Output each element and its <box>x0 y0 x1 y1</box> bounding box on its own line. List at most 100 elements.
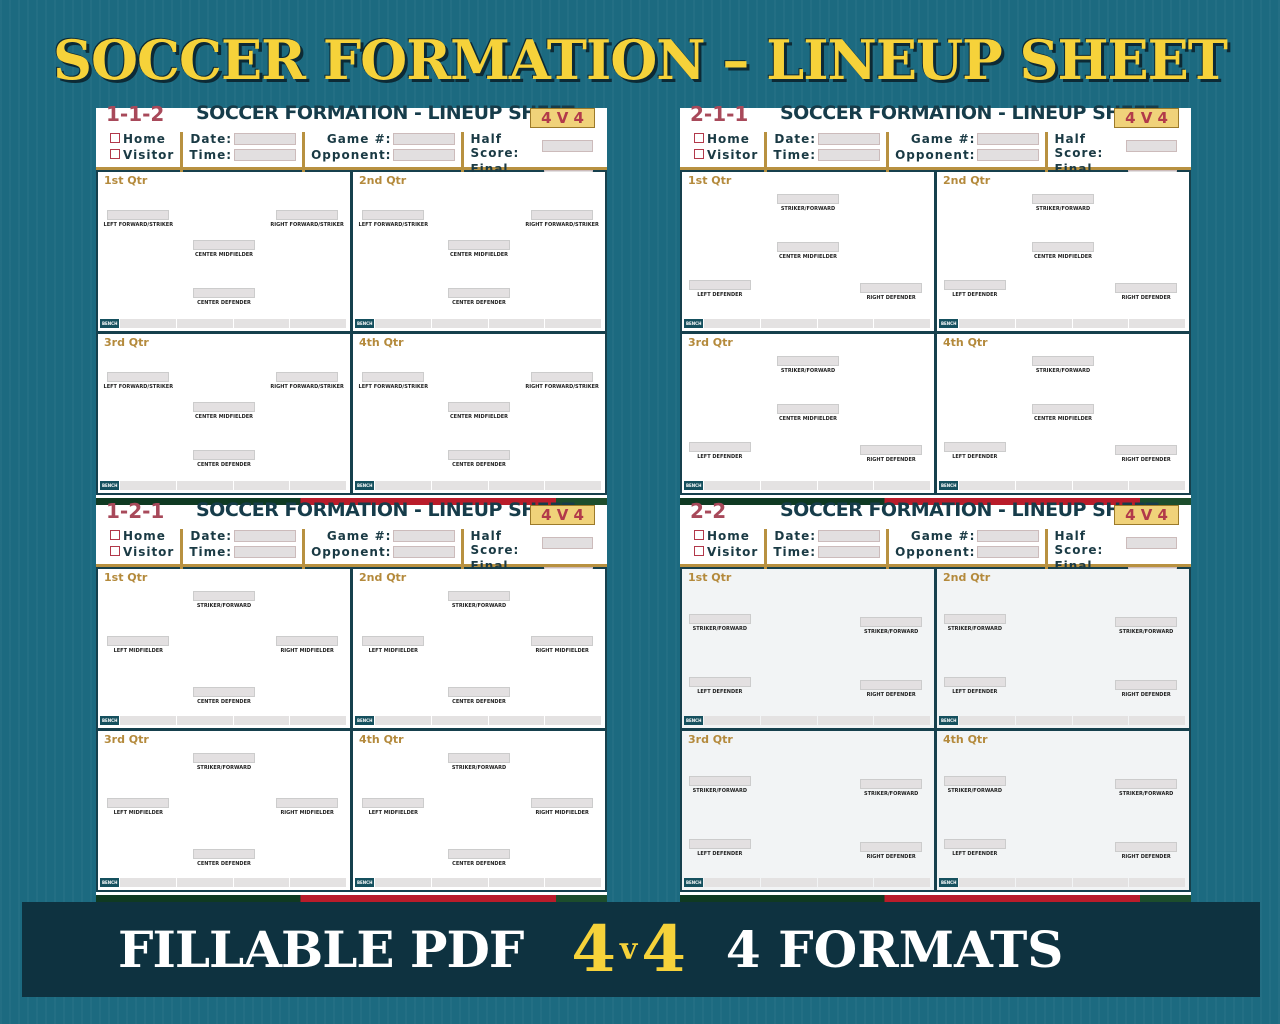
bench-field[interactable] <box>817 319 874 328</box>
bench-field[interactable] <box>488 878 545 887</box>
player-name-field[interactable] <box>860 616 923 627</box>
bench-field[interactable] <box>761 481 817 490</box>
player-name-field[interactable] <box>448 848 510 859</box>
bench-field[interactable] <box>874 716 930 725</box>
time-field[interactable] <box>234 149 297 161</box>
half-score-field[interactable] <box>542 537 593 549</box>
player-name-field[interactable] <box>448 753 510 764</box>
visitor-checkbox[interactable] <box>110 546 120 556</box>
bench-field[interactable] <box>1072 319 1129 328</box>
player-name-field[interactable] <box>943 677 1006 688</box>
player-name-field[interactable] <box>193 686 255 697</box>
player-name-field[interactable] <box>777 241 839 252</box>
bench-field[interactable] <box>1072 716 1129 725</box>
player-name-field[interactable] <box>943 839 1006 850</box>
player-name-field[interactable] <box>107 210 170 221</box>
bench-field[interactable] <box>545 878 601 887</box>
bench-field[interactable] <box>817 878 874 887</box>
bench-field[interactable] <box>1072 878 1129 887</box>
home-checkbox[interactable] <box>694 133 704 143</box>
bench-field[interactable] <box>233 319 290 328</box>
bench-field[interactable] <box>432 319 488 328</box>
bench-field[interactable] <box>761 716 817 725</box>
bench-field[interactable] <box>704 319 761 328</box>
player-name-field[interactable] <box>448 240 510 251</box>
player-name-field[interactable] <box>362 210 425 221</box>
player-name-field[interactable] <box>860 283 923 294</box>
opponent-field[interactable] <box>977 149 1040 161</box>
bench-field[interactable] <box>1016 716 1072 725</box>
player-name-field[interactable] <box>362 635 425 646</box>
home-checkbox[interactable] <box>694 530 704 540</box>
bench-field[interactable] <box>233 878 290 887</box>
player-name-field[interactable] <box>531 210 594 221</box>
bench-field[interactable] <box>375 319 432 328</box>
player-name-field[interactable] <box>688 677 751 688</box>
player-name-field[interactable] <box>777 194 839 205</box>
player-name-field[interactable] <box>193 450 255 461</box>
bench-field[interactable] <box>375 716 432 725</box>
player-name-field[interactable] <box>688 775 751 786</box>
player-name-field[interactable] <box>777 403 839 414</box>
date-field[interactable] <box>234 133 297 145</box>
player-name-field[interactable] <box>1032 241 1094 252</box>
player-name-field[interactable] <box>531 797 594 808</box>
bench-field[interactable] <box>432 481 488 490</box>
bench-field[interactable] <box>874 319 930 328</box>
player-name-field[interactable] <box>688 839 751 850</box>
bench-field[interactable] <box>959 878 1016 887</box>
bench-field[interactable] <box>959 319 1016 328</box>
player-name-field[interactable] <box>860 445 923 456</box>
player-name-field[interactable] <box>448 686 510 697</box>
player-name-field[interactable] <box>860 842 923 853</box>
player-name-field[interactable] <box>362 372 425 383</box>
date-field[interactable] <box>818 530 881 542</box>
bench-field[interactable] <box>432 878 488 887</box>
player-name-field[interactable] <box>193 848 255 859</box>
bench-field[interactable] <box>177 878 233 887</box>
bench-field[interactable] <box>233 716 290 725</box>
player-name-field[interactable] <box>193 402 255 413</box>
player-name-field[interactable] <box>276 797 339 808</box>
bench-field[interactable] <box>290 319 346 328</box>
bench-field[interactable] <box>120 319 177 328</box>
home-checkbox[interactable] <box>110 530 120 540</box>
half-score-field[interactable] <box>1126 140 1177 152</box>
game-field[interactable] <box>393 133 456 145</box>
player-name-field[interactable] <box>448 450 510 461</box>
player-name-field[interactable] <box>777 356 839 367</box>
player-name-field[interactable] <box>688 442 751 453</box>
player-name-field[interactable] <box>1115 445 1178 456</box>
game-field[interactable] <box>393 530 456 542</box>
game-field[interactable] <box>977 133 1040 145</box>
bench-field[interactable] <box>1129 716 1185 725</box>
date-field[interactable] <box>234 530 297 542</box>
bench-field[interactable] <box>488 481 545 490</box>
bench-field[interactable] <box>177 716 233 725</box>
player-name-field[interactable] <box>193 240 255 251</box>
player-name-field[interactable] <box>1032 403 1094 414</box>
bench-field[interactable] <box>1072 481 1129 490</box>
player-name-field[interactable] <box>107 797 170 808</box>
bench-field[interactable] <box>488 716 545 725</box>
half-score-field[interactable] <box>542 140 593 152</box>
bench-field[interactable] <box>375 481 432 490</box>
bench-field[interactable] <box>704 716 761 725</box>
player-name-field[interactable] <box>1115 680 1178 691</box>
opponent-field[interactable] <box>977 546 1040 558</box>
bench-field[interactable] <box>432 716 488 725</box>
player-name-field[interactable] <box>107 372 170 383</box>
player-name-field[interactable] <box>276 635 339 646</box>
player-name-field[interactable] <box>276 210 339 221</box>
player-name-field[interactable] <box>943 775 1006 786</box>
time-field[interactable] <box>234 546 297 558</box>
player-name-field[interactable] <box>276 372 339 383</box>
player-name-field[interactable] <box>943 442 1006 453</box>
bench-field[interactable] <box>817 716 874 725</box>
player-name-field[interactable] <box>362 797 425 808</box>
bench-field[interactable] <box>704 878 761 887</box>
player-name-field[interactable] <box>688 613 751 624</box>
bench-field[interactable] <box>488 319 545 328</box>
bench-field[interactable] <box>1016 878 1072 887</box>
bench-field[interactable] <box>761 319 817 328</box>
